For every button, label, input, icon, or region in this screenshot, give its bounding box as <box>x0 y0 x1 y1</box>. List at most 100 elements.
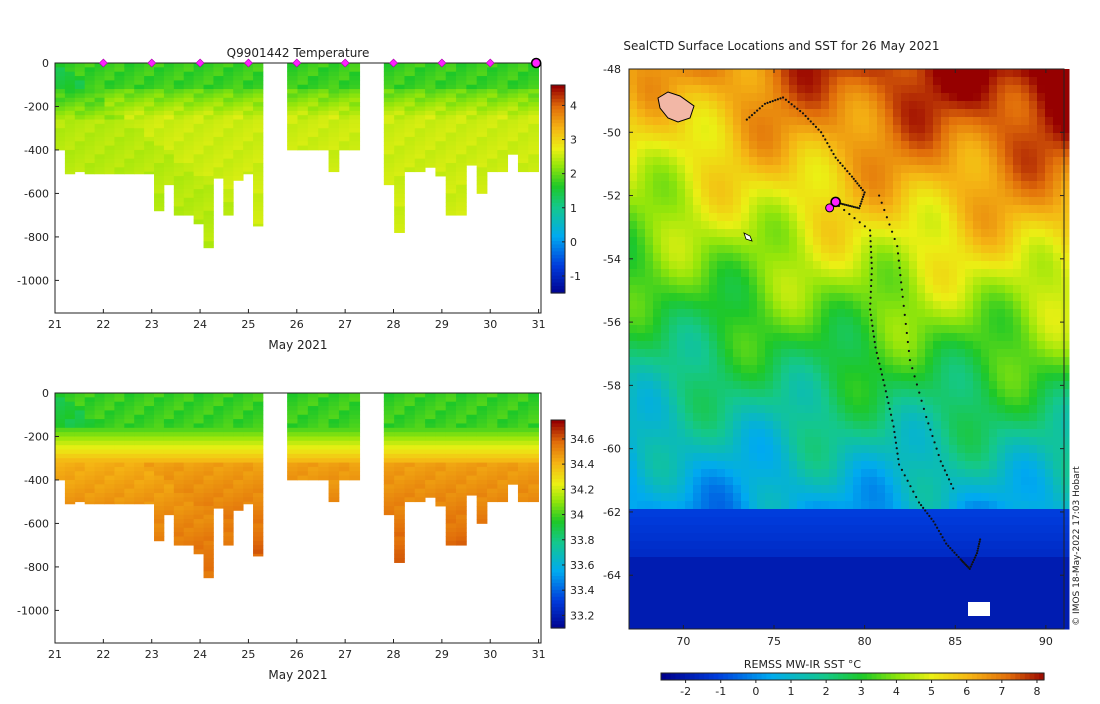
profile-cell <box>154 102 164 107</box>
profile-cell <box>446 76 457 81</box>
profile-cell <box>297 137 308 142</box>
sst-cell <box>741 141 750 150</box>
colorbar-swatch <box>551 569 565 573</box>
sst-cell <box>765 357 774 366</box>
sst-cell <box>781 373 790 382</box>
profile-cell <box>105 85 115 90</box>
sst-cell <box>1005 365 1014 374</box>
profile-cell <box>233 436 243 441</box>
profile-cell <box>446 106 457 111</box>
profile-cell <box>329 128 340 133</box>
sst-cell <box>717 397 726 406</box>
profile-cell <box>415 471 426 476</box>
profile-cell <box>65 454 75 459</box>
sst-cell <box>981 101 990 110</box>
sst-cell <box>741 309 750 318</box>
profile-cell <box>446 115 457 120</box>
sst-cell <box>813 341 822 350</box>
sst-cell <box>861 165 870 174</box>
sst-cell <box>989 341 998 350</box>
sst-cell <box>677 157 686 166</box>
sst-cell <box>765 293 774 302</box>
profile-cell <box>477 146 488 151</box>
profile-cell <box>243 167 253 172</box>
profile-cell <box>487 476 498 481</box>
profile-cell <box>204 172 214 177</box>
sst-cell <box>1013 165 1022 174</box>
sst-cell <box>861 125 870 134</box>
sst-cell <box>805 269 814 278</box>
profile-cell <box>477 467 488 472</box>
sst-cell <box>1037 101 1046 110</box>
profile-cell <box>114 106 124 111</box>
sst-cell <box>1053 77 1062 86</box>
profile-cell <box>508 428 519 433</box>
profile-cell <box>55 133 65 138</box>
sst-cell <box>661 197 670 206</box>
profile-cell <box>114 397 124 402</box>
sst-cell <box>973 413 982 422</box>
profile-cell <box>339 128 350 133</box>
profile-cell <box>95 159 105 164</box>
sst-cell <box>789 165 798 174</box>
profile-cell <box>114 124 124 129</box>
sst-cell <box>813 133 822 142</box>
sst-cell <box>661 205 670 214</box>
profile-cell <box>508 458 519 463</box>
sst-cell <box>981 381 990 390</box>
profile-cell <box>318 102 329 107</box>
sst-cell <box>869 301 878 310</box>
profile-cell <box>204 111 214 116</box>
profile-cell <box>297 454 308 459</box>
profile-cell <box>518 393 529 398</box>
sst-cell <box>861 373 870 382</box>
sst-cell <box>885 261 894 270</box>
profile-cell <box>394 193 405 198</box>
sst-cell <box>701 149 710 158</box>
profile-cell <box>425 432 436 437</box>
sst-cell <box>653 237 662 246</box>
sst-cell <box>669 397 678 406</box>
profile-cell <box>65 419 75 424</box>
sst-cell <box>933 245 942 254</box>
sst-cell <box>901 253 910 262</box>
profile-cell <box>95 133 105 138</box>
sst-cell <box>693 125 702 134</box>
profile-cell <box>164 436 174 441</box>
sst-cell <box>909 85 918 94</box>
profile-cell <box>124 76 134 81</box>
profile-cell <box>446 154 457 159</box>
profile-cell <box>105 419 115 424</box>
profile-cell <box>85 450 95 455</box>
profile-cell <box>114 454 124 459</box>
profile-cell <box>213 167 223 172</box>
profile-cell <box>329 423 340 428</box>
sst-cell <box>1061 325 1070 334</box>
profile-cell <box>233 133 243 138</box>
profile-cell <box>318 458 329 463</box>
sst-cell <box>685 405 694 414</box>
sst-cell <box>869 205 878 214</box>
profile-cell <box>497 93 508 98</box>
profile-cell <box>308 67 319 72</box>
colorbar-swatch <box>551 555 565 559</box>
sst-cell <box>637 213 646 222</box>
sst-cell <box>1005 93 1014 102</box>
sst-cell <box>813 405 822 414</box>
profile-cell <box>223 458 233 463</box>
profile-cell <box>508 436 519 441</box>
sst-cell <box>693 389 702 398</box>
profile-cell <box>65 458 75 463</box>
profile-cell <box>75 111 85 116</box>
sst-cell <box>1005 109 1014 118</box>
profile-cell <box>194 206 204 211</box>
sst-cell <box>973 181 982 190</box>
sst-cell <box>829 77 838 86</box>
sst-cell <box>1029 189 1038 198</box>
profile-cell <box>134 120 144 125</box>
profile-cell <box>425 436 436 441</box>
sst-cell <box>741 117 750 126</box>
profile-cell <box>134 476 144 481</box>
sst-cell <box>717 277 726 286</box>
sst-cell <box>989 173 998 182</box>
